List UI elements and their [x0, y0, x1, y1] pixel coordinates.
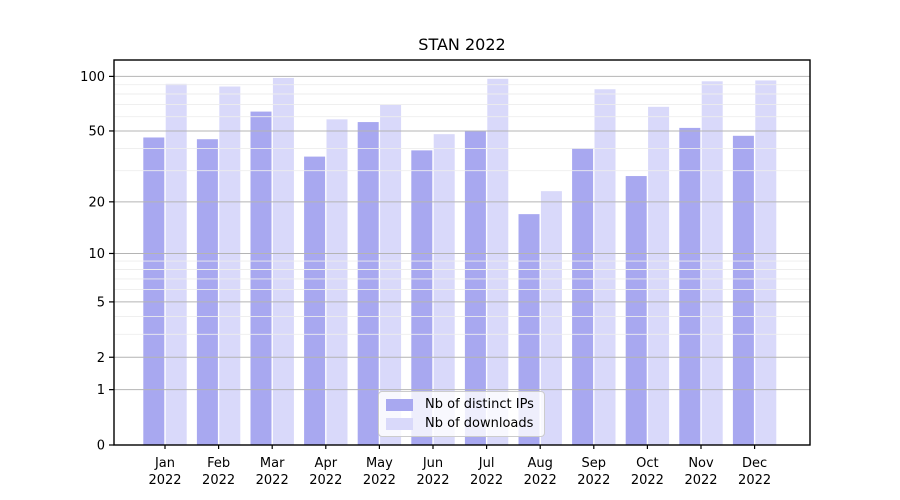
y-tick-label: 2	[97, 351, 105, 366]
x-tick-label-year: 2022	[524, 473, 557, 488]
bar-downloads-nov	[701, 81, 723, 446]
y-tick-label: 5	[97, 295, 105, 310]
x-tick-label-year: 2022	[363, 473, 396, 488]
bar-distinct-ips-dec	[732, 135, 754, 445]
x-tick-label-month: Mar	[260, 456, 285, 471]
x-tick-label-year: 2022	[256, 473, 289, 488]
x-tick-label-month: Oct	[636, 456, 658, 471]
bar-downloads-jan	[165, 83, 187, 446]
plot-border	[113, 59, 811, 446]
x-tick-label-year: 2022	[577, 473, 610, 488]
legend: Nb of distinct IPs Nb of downloads	[378, 391, 545, 437]
x-tick-label-month: Aug	[528, 456, 553, 471]
y-tick-label: 20	[88, 195, 105, 210]
bar-distinct-ips-nov	[679, 127, 701, 445]
legend-label-distinct-ips: Nb of distinct IPs	[425, 397, 534, 412]
bar-downloads-sep	[594, 89, 616, 446]
bar-distinct-ips-oct	[625, 176, 647, 445]
bar-distinct-ips-may	[357, 122, 379, 445]
bar-distinct-ips-jul	[464, 130, 486, 445]
y-tick-label: 10	[88, 247, 105, 262]
legend-swatch-downloads	[386, 417, 413, 430]
bar-distinct-ips-jun	[411, 150, 433, 445]
x-tick-label-month: Jul	[478, 456, 495, 471]
legend-item-downloads: Nb of downloads	[386, 415, 536, 432]
bar-distinct-ips-apr	[304, 156, 326, 446]
bar-distinct-ips-mar	[250, 111, 272, 445]
x-tick-label-month: Nov	[688, 456, 714, 471]
x-tick-label-year: 2022	[470, 473, 503, 488]
chart-title: STAN 2022	[418, 35, 506, 54]
bar-downloads-dec	[755, 80, 777, 445]
x-tick-label-month: Dec	[742, 456, 767, 471]
legend-swatch-distinct-ips	[386, 398, 413, 411]
x-tick-label-month: Apr	[315, 456, 338, 471]
x-tick-label-year: 2022	[148, 473, 181, 488]
x-tick-label-year: 2022	[738, 473, 771, 488]
bar-downloads-may	[380, 104, 402, 445]
y-tick-label: 0	[97, 439, 105, 454]
bar-downloads-apr	[326, 119, 348, 445]
bar-distinct-ips-aug	[518, 214, 540, 445]
bar-distinct-ips-jan	[143, 137, 165, 446]
x-tick-label-month: Jan	[154, 456, 175, 471]
bar-downloads-feb	[219, 86, 241, 446]
x-tick-label-month: May	[366, 456, 393, 471]
x-tick-label-year: 2022	[416, 473, 449, 488]
bar-downloads-oct	[648, 106, 670, 445]
x-tick-label-year: 2022	[684, 473, 717, 488]
bar-downloads-aug	[540, 191, 562, 445]
legend-item-distinct-ips: Nb of distinct IPs	[386, 396, 536, 413]
x-tick-label-year: 2022	[309, 473, 342, 488]
y-tick-label: 100	[80, 70, 105, 85]
y-tick-label: 50	[88, 124, 105, 139]
x-tick-label-year: 2022	[202, 473, 235, 488]
x-tick-label-month: Jun	[422, 456, 443, 471]
y-tick-label: 1	[97, 383, 105, 398]
legend-label-downloads: Nb of downloads	[425, 416, 534, 431]
x-tick-label-month: Sep	[582, 456, 607, 471]
bar-distinct-ips-sep	[572, 148, 594, 445]
bar-distinct-ips-feb	[196, 139, 218, 446]
x-tick-label-month: Feb	[207, 456, 230, 471]
x-tick-label-year: 2022	[631, 473, 664, 488]
